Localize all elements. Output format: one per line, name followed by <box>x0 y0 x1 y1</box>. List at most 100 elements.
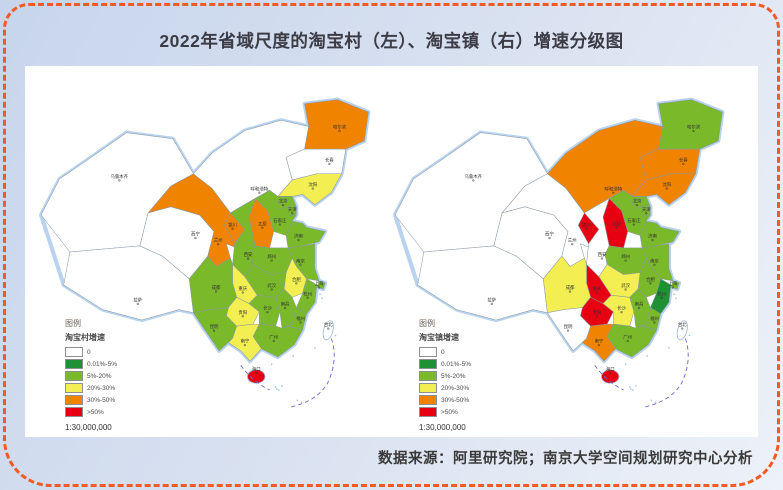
province-hainan <box>247 369 266 384</box>
legend-swatch <box>419 347 437 357</box>
legend-class-label: >50% <box>441 408 458 416</box>
capital-marker-dot <box>625 289 626 290</box>
sea-island-dot <box>296 399 299 402</box>
province-shanghai <box>670 280 680 290</box>
capital-marker-dot <box>666 188 668 189</box>
capital-marker <box>681 327 684 330</box>
sea-island-dot <box>300 401 303 404</box>
capital-marker-dot <box>284 307 286 309</box>
capital-marker-dot <box>569 291 571 292</box>
legend-class-row: 5%-20% <box>419 371 471 381</box>
capital-marker-dot <box>195 237 196 239</box>
capital-label-hunan: 长沙 <box>263 305 272 312</box>
legend-class-label: 0.01%-5% <box>441 360 471 368</box>
sea-island-dot <box>334 334 337 337</box>
capital-marker-dot <box>672 287 674 288</box>
capital-label-heilongjiang: 哈尔滨 <box>687 124 701 131</box>
capital-marker-dot <box>681 328 683 329</box>
capital-label-guangxi: 南宁 <box>240 338 249 344</box>
capital-marker-dot <box>612 192 614 194</box>
capital-label-neimenggu: 呼和浩特 <box>250 185 268 192</box>
sea-island-dot <box>629 388 632 390</box>
province-guangxi <box>582 323 616 362</box>
capital-marker <box>295 282 298 285</box>
capital-marker <box>472 179 475 182</box>
capital-marker-dot <box>633 224 635 225</box>
legend-class-label: 30%-50% <box>87 396 116 404</box>
capital-label-liaoning: 沈阳 <box>662 181 671 188</box>
legend-swatch <box>419 395 437 405</box>
capital-marker <box>660 296 663 299</box>
capital-marker <box>635 203 639 207</box>
capital-marker-dot <box>255 372 257 374</box>
legend-swatch <box>65 395 83 405</box>
capital-marker-dot <box>645 213 647 214</box>
capital-label-yunnan: 昆明 <box>564 324 573 330</box>
province-taiwan <box>676 320 688 341</box>
capital-marker <box>620 311 623 314</box>
capital-marker <box>338 129 341 133</box>
capital-marker-dot <box>491 303 493 305</box>
capital-marker <box>311 187 314 190</box>
capital-marker <box>299 263 302 266</box>
capital-marker-dot <box>291 213 293 214</box>
capital-label-henan: 郑州 <box>621 253 630 260</box>
capital-marker-dot <box>244 344 246 346</box>
capital-label-hainan: 海口 <box>606 365 615 372</box>
nine-dash-line <box>240 364 270 391</box>
capital-label-shandong: 济南 <box>648 233 657 240</box>
capital-label-hebei: 石家庄 <box>273 217 287 224</box>
capital-marker <box>665 187 668 190</box>
legend-class-label: 20%-30% <box>87 384 116 392</box>
legend-swatch <box>65 359 83 369</box>
capital-label-henan: 郑州 <box>267 253 276 260</box>
sea-island-dot <box>321 297 323 300</box>
capital-marker-dot <box>571 243 573 245</box>
capital-marker <box>585 227 588 230</box>
capital-marker-dot <box>312 188 314 189</box>
capital-label-qinghai: 西宁 <box>545 231 554 238</box>
capital-label-xizang: 拉萨 <box>133 296 142 303</box>
capital-label-fujian: 福州 <box>296 315 305 322</box>
capital-marker <box>632 223 636 226</box>
capital-label-shanxi: 太原 <box>258 220 267 227</box>
capital-marker <box>490 302 493 306</box>
legend-swatch <box>65 407 83 417</box>
map-half-town: 乌鲁木齐 拉萨 西宁 兰州 呼和浩特 银川 哈尔滨 长春 沈阳 石家庄 北京 天津 太原 西安 济南 郑州 南京… <box>393 76 743 432</box>
legend-class-row: 0.01%-5% <box>65 359 117 369</box>
data-source-caption: 数据来源：阿里研究院；南京大学空间规划研究中心分析 <box>378 451 753 467</box>
legend-class-row: 30%-50% <box>419 395 471 405</box>
capital-label-taiwan: 台北 <box>678 321 687 328</box>
capital-label-jilin: 长春 <box>679 156 688 163</box>
capital-marker <box>624 259 627 262</box>
capital-label-hubei: 武汉 <box>267 282 276 289</box>
capital-marker-dot <box>328 163 330 165</box>
legend-swatch <box>419 407 437 417</box>
sea-island-dot <box>628 386 631 388</box>
capital-label-tianjin: 天津 <box>288 206 297 213</box>
capital-marker <box>626 339 629 343</box>
nine-dash-line <box>642 338 689 408</box>
capital-label-hainan: 海口 <box>252 365 261 372</box>
capital-label-heilongjiang: 哈尔滨 <box>333 124 347 131</box>
capital-marker-dot <box>616 227 617 229</box>
province-shanghai <box>316 280 326 290</box>
legend-classes: 0 0.01%-5% 5%-20% 20%-30% 30%-50% >50% <box>419 347 471 417</box>
capital-marker-dot <box>567 330 569 331</box>
map-scale: 1:30,000,000 <box>65 423 112 432</box>
legend-class-label: 0 <box>87 348 91 356</box>
capital-marker <box>281 203 285 207</box>
capital-label-zhejiang: 杭州 <box>657 290 666 297</box>
capital-marker <box>297 238 300 242</box>
capital-marker-dot <box>638 307 640 309</box>
capital-marker-dot <box>273 340 275 342</box>
capital-marker-dot <box>279 224 281 225</box>
capital-marker <box>612 191 615 194</box>
sea-island-dot <box>673 293 675 296</box>
province-guangxi <box>228 323 262 362</box>
sea-island-dot <box>275 388 278 390</box>
legend-swatch <box>419 359 437 369</box>
province-taiwan <box>322 320 334 341</box>
capital-label-beijing: 北京 <box>279 198 288 205</box>
